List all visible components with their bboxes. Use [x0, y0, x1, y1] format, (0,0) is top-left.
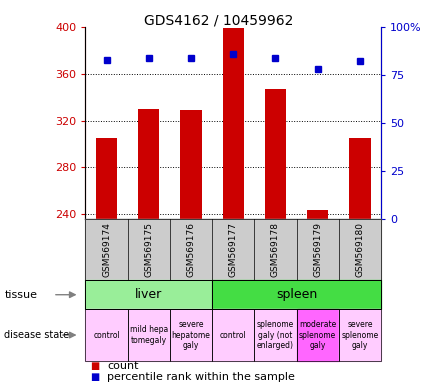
Text: ■: ■ — [90, 361, 99, 371]
Bar — [350, 138, 371, 219]
Bar — [307, 210, 328, 219]
Text: control: control — [93, 331, 120, 339]
Bar — [180, 110, 201, 219]
Text: spleen: spleen — [276, 288, 317, 301]
Text: percentile rank within the sample: percentile rank within the sample — [107, 372, 295, 382]
Text: control: control — [220, 331, 247, 339]
Text: GSM569176: GSM569176 — [187, 222, 195, 277]
Text: ■: ■ — [90, 372, 99, 382]
Bar — [138, 109, 159, 219]
Text: tissue: tissue — [4, 290, 37, 300]
Text: GDS4162 / 10459962: GDS4162 / 10459962 — [144, 13, 294, 27]
Text: splenome
galy (not
enlarged): splenome galy (not enlarged) — [257, 320, 294, 350]
Text: GSM569180: GSM569180 — [356, 222, 364, 277]
Text: severe
splenome
galy: severe splenome galy — [341, 320, 378, 350]
Text: disease state: disease state — [4, 330, 70, 340]
Text: GSM569174: GSM569174 — [102, 222, 111, 277]
Text: liver: liver — [135, 288, 162, 301]
Text: GSM569177: GSM569177 — [229, 222, 238, 277]
Text: GSM569175: GSM569175 — [144, 222, 153, 277]
Bar — [96, 138, 117, 219]
Text: GSM569179: GSM569179 — [313, 222, 322, 277]
Text: severe
hepatome
galy: severe hepatome galy — [172, 320, 210, 350]
Text: count: count — [107, 361, 139, 371]
Text: GSM569178: GSM569178 — [271, 222, 280, 277]
Bar — [265, 89, 286, 219]
Text: moderate
splenome
galy: moderate splenome galy — [299, 320, 336, 350]
Text: mild hepa
tomegaly: mild hepa tomegaly — [130, 325, 168, 345]
Bar — [223, 28, 244, 219]
